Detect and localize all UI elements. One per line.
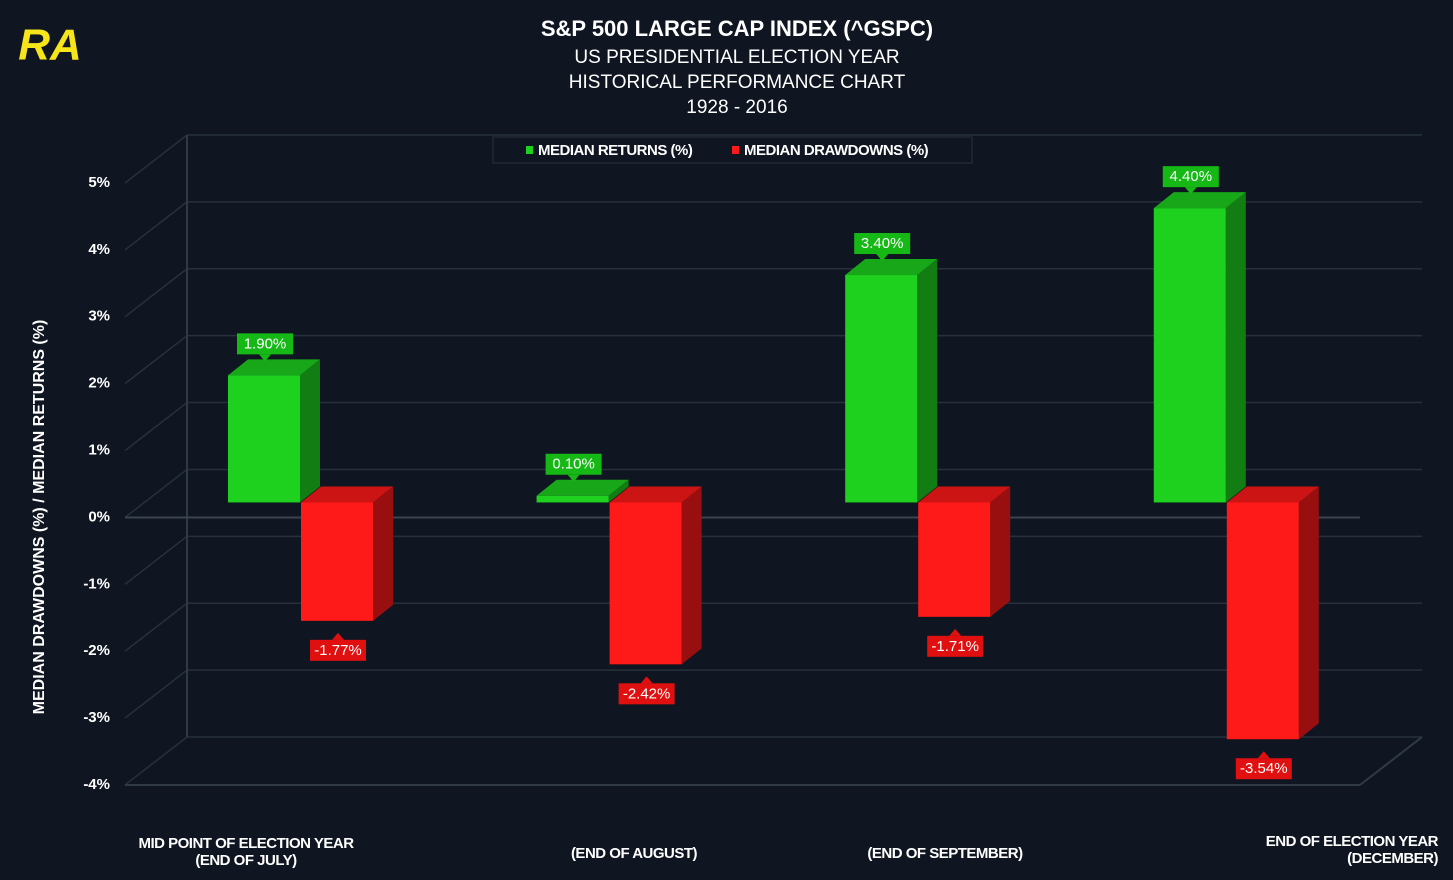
bar (536, 495, 609, 503)
value-label: 3.40% (861, 235, 904, 252)
grid-line (124, 268, 188, 318)
x-tick-label: (END OF SEPTEMBER) (867, 845, 1023, 862)
y-tick-label: -4% (83, 776, 110, 793)
bar-side (608, 479, 629, 503)
y-tick-label: -3% (83, 709, 110, 726)
bar-side (1298, 486, 1319, 740)
grid-line (124, 401, 188, 452)
subtitle: US PRESIDENTIAL ELECTION YEAR (574, 47, 899, 68)
legend-swatch (732, 146, 739, 154)
bar-side (300, 359, 320, 503)
legend-label: MEDIAN RETURNS (%) (538, 142, 693, 159)
value-label: 4.40% (1170, 168, 1213, 185)
bar-side (1225, 192, 1246, 503)
bar-side (373, 486, 393, 621)
value-label: -3.54% (1240, 760, 1288, 777)
grid-line (124, 535, 188, 585)
x-tick-label: END OF ELECTION YEAR (DECEMBER) (1265, 833, 1439, 867)
value-label-box (1162, 166, 1219, 188)
bar-top (301, 486, 393, 503)
value-label-arrow (1184, 187, 1197, 195)
y-tick-label: 2% (88, 375, 110, 392)
bar (228, 375, 300, 503)
y-tick-label: 4% (88, 241, 110, 258)
grid-line (124, 736, 188, 786)
value-label-arrow (949, 628, 962, 636)
y-tick-label: -1% (83, 575, 110, 592)
value-label-box (927, 635, 984, 657)
grid-line (124, 134, 188, 184)
value-label: -2.42% (623, 685, 671, 702)
subtitle: HISTORICAL PERFORMANCE CHART (569, 72, 906, 93)
value-label-arrow (640, 676, 653, 684)
subtitle: 1928 - 2016 (686, 97, 787, 118)
bar (609, 502, 682, 665)
value-label-box (545, 453, 602, 475)
bar-top (845, 259, 938, 276)
y-tick-label: -2% (83, 642, 110, 659)
value-label-box (1235, 758, 1292, 780)
bar (1226, 502, 1299, 740)
value-label-box (618, 683, 675, 705)
bar-top (1153, 192, 1246, 209)
y-tick-label: 1% (88, 442, 110, 459)
logo: RA (18, 21, 82, 70)
bar-side (917, 259, 938, 503)
x-tick-label: MID POINT OF ELECTION YEAR (END OF JULY) (138, 835, 354, 869)
chart-title: S&P 500 LARGE CAP INDEX (^GSPC) (541, 16, 933, 41)
value-label-arrow (1257, 751, 1270, 759)
grid-line (124, 669, 188, 719)
value-label-box (237, 333, 293, 355)
x-tick-label: (END OF AUGUST) (570, 845, 698, 862)
value-label-arrow (567, 474, 580, 482)
value-label-box (854, 233, 911, 255)
y-tick-label: 3% (88, 308, 110, 325)
bar-side (990, 486, 1011, 617)
bar-top (536, 479, 629, 496)
bar-top (1226, 486, 1319, 503)
value-label-box (310, 639, 366, 661)
y-tick-label: 0% (88, 508, 110, 525)
bar-top (609, 486, 702, 503)
floor-line (1359, 736, 1423, 786)
value-label: 1.90% (244, 335, 287, 352)
bar (301, 502, 373, 621)
bar-top (228, 359, 320, 376)
value-label-arrow (876, 254, 889, 262)
bar (1153, 208, 1226, 503)
y-axis-label: MEDIAN DRAWDOWNS (%) / MEDIAN RETURNS (%… (31, 320, 48, 715)
value-label: -1.77% (314, 642, 362, 659)
value-label: 0.10% (552, 456, 595, 473)
grid-line (124, 335, 188, 385)
legend-label: MEDIAN DRAWDOWNS (%) (744, 142, 929, 159)
bar (918, 502, 991, 617)
value-label-arrow (332, 632, 344, 640)
grid-line (124, 201, 188, 251)
y-tick-label: 5% (88, 174, 110, 191)
bar (845, 275, 918, 503)
value-label: -1.71% (931, 638, 979, 655)
grid-line (124, 602, 188, 652)
bar-side (681, 486, 702, 665)
legend-swatch (526, 146, 533, 154)
grid-line (124, 468, 188, 519)
legend-box (492, 136, 973, 164)
bar-top (918, 486, 1011, 503)
value-label-arrow (259, 354, 271, 362)
